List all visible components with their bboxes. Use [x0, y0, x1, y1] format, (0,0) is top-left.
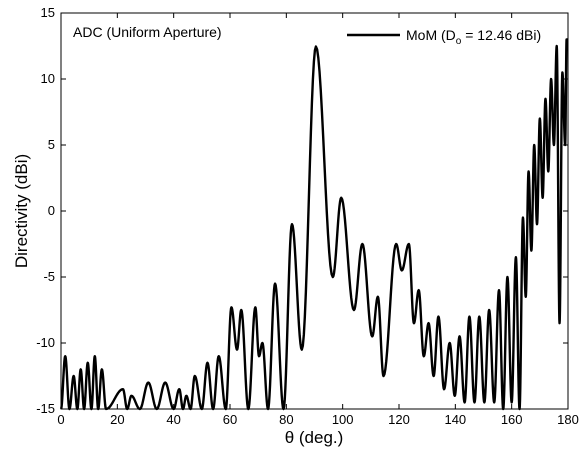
legend-label: MoM (Do = 12.46 dBi) — [406, 27, 541, 47]
x-tick-label: 160 — [501, 412, 523, 427]
legend-label-subscript: o — [456, 36, 462, 47]
annotation-label: ADC (Uniform Aperture) — [73, 24, 222, 40]
y-tick-label: 5 — [48, 137, 55, 152]
x-tick-label: 40 — [166, 412, 180, 427]
y-tick-label: -5 — [43, 269, 55, 284]
x-tick-label: 180 — [557, 412, 579, 427]
y-axis-ticks: -15 -10 -5 0 5 10 15 — [36, 5, 568, 416]
y-tick-label: -15 — [36, 401, 55, 416]
x-tick-label: 140 — [444, 412, 466, 427]
y-tick-label: -10 — [36, 335, 55, 350]
y-tick-label: 15 — [41, 5, 55, 20]
y-tick-label: 10 — [41, 71, 55, 86]
mom-directivity-line — [59, 38, 570, 411]
legend-label-main: MoM (D — [406, 27, 456, 43]
legend-label-suffix: = 12.46 dBi) — [461, 27, 541, 43]
x-tick-label: 60 — [223, 412, 237, 427]
plot-area — [60, 12, 569, 410]
legend: MoM (Do = 12.46 dBi) — [347, 27, 541, 47]
x-axis-title: θ (deg.) — [285, 428, 344, 447]
x-tick-label: 0 — [57, 412, 64, 427]
x-tick-label: 80 — [279, 412, 293, 427]
x-axis-ticks: 0 20 40 60 80 100 120 140 160 180 — [57, 13, 579, 427]
x-tick-label: 100 — [332, 412, 354, 427]
x-tick-label: 20 — [110, 412, 124, 427]
x-tick-label: 120 — [388, 412, 410, 427]
y-axis-title: Directivity (dBi) — [12, 154, 31, 268]
y-tick-label: 0 — [48, 203, 55, 218]
